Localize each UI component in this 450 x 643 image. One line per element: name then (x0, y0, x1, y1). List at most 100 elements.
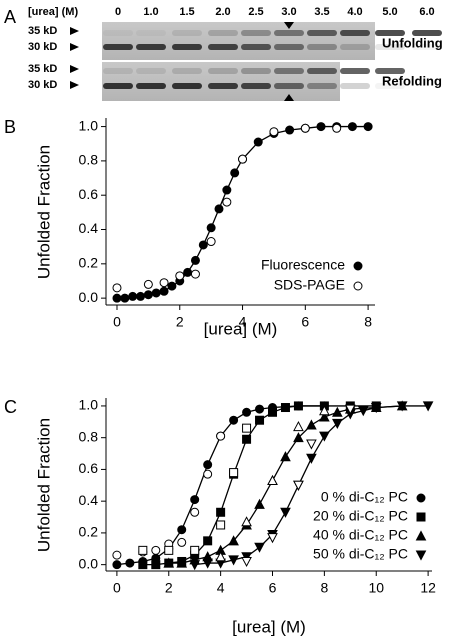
marker (357, 406, 369, 417)
gel-band (274, 44, 304, 50)
marker (198, 240, 208, 250)
marker (151, 560, 161, 570)
y-tick-label: 0.6 (79, 460, 99, 476)
gel-band (136, 30, 166, 36)
marker (125, 558, 135, 568)
gel-band (103, 83, 133, 89)
legend-label: 20 % di-C₁₂ PC (313, 508, 408, 524)
marker (136, 291, 146, 301)
lane-label: 2.0 (215, 6, 230, 18)
marker (416, 512, 426, 522)
marker (120, 293, 130, 303)
marker (228, 555, 239, 566)
marker (112, 283, 122, 293)
panel-label: A (4, 7, 16, 27)
marker (151, 545, 161, 555)
x-tick-label: 4 (217, 580, 225, 596)
marker (183, 267, 193, 277)
marker (269, 127, 279, 137)
marker (241, 556, 252, 568)
marker (216, 507, 226, 517)
marker (316, 122, 326, 132)
x-tick-label: 10 (368, 580, 384, 596)
marker (267, 533, 278, 544)
gel-band (307, 44, 337, 50)
marker (241, 552, 252, 563)
marker (332, 123, 342, 133)
gel-band (412, 30, 442, 36)
gel-label: Unfolding (382, 35, 443, 50)
marker (347, 122, 357, 132)
lane-label: 3.5 (314, 6, 329, 18)
y-tick-label: 1.0 (79, 397, 99, 413)
marker (267, 474, 278, 486)
marker (422, 401, 434, 412)
marker (280, 403, 290, 413)
arrowhead (70, 81, 79, 89)
marker-label: 30 kD (28, 79, 57, 91)
panel-label: C (4, 397, 17, 417)
marker (222, 197, 232, 207)
gel-band (103, 68, 133, 74)
marker (306, 439, 317, 450)
marker (143, 279, 153, 289)
lane-label: 4.0 (347, 6, 362, 18)
marker (112, 550, 122, 560)
marker (190, 495, 200, 505)
marker (216, 520, 226, 530)
marker (203, 469, 213, 479)
marker-label: 30 kD (28, 41, 57, 53)
lane-label: 1.5 (179, 6, 194, 18)
marker (242, 434, 252, 444)
marker (206, 223, 216, 233)
gel-band (241, 68, 271, 74)
marker (293, 401, 303, 411)
y-tick-label: 0.2 (79, 255, 99, 271)
gel-refolding (102, 62, 340, 101)
marker (229, 415, 239, 425)
gel-band (375, 83, 405, 89)
y-tick-label: 1.0 (79, 117, 99, 133)
gel-band (103, 30, 133, 36)
marker (255, 404, 265, 414)
marker (293, 480, 304, 491)
x-tick-label: 0 (113, 580, 121, 596)
marker (293, 421, 304, 432)
marker (167, 281, 177, 291)
arrowhead (284, 22, 294, 29)
urea-label: [urea] (M) (28, 6, 78, 18)
gel-band (274, 68, 304, 74)
marker (242, 407, 252, 417)
marker (242, 423, 252, 433)
marker (370, 403, 382, 414)
marker (396, 401, 408, 412)
marker (159, 278, 169, 288)
gel-band (172, 44, 202, 50)
marker (254, 498, 265, 509)
marker-label: 35 kD (28, 25, 57, 37)
marker (206, 237, 216, 247)
marker (216, 431, 226, 441)
gel-band (340, 83, 370, 89)
gel-band (208, 30, 238, 36)
marker (190, 507, 200, 517)
legend-label: SDS-PAGE (274, 277, 345, 293)
gel-band (241, 44, 271, 50)
x-tick-label: 8 (364, 314, 372, 330)
marker (319, 411, 330, 422)
gel-band (340, 44, 370, 50)
y-tick-label: 0.6 (79, 186, 99, 202)
gel-band (307, 83, 337, 89)
gel-band (136, 83, 166, 89)
gel-band (340, 30, 370, 36)
x-axis-title: [urea] (M) (232, 617, 306, 636)
marker (363, 122, 373, 132)
gel-band (103, 44, 133, 50)
arrowhead (284, 94, 294, 101)
marker (306, 419, 317, 430)
marker (332, 406, 343, 417)
arrowhead (70, 65, 79, 73)
gel-band (172, 68, 202, 74)
gel-band (241, 83, 271, 89)
